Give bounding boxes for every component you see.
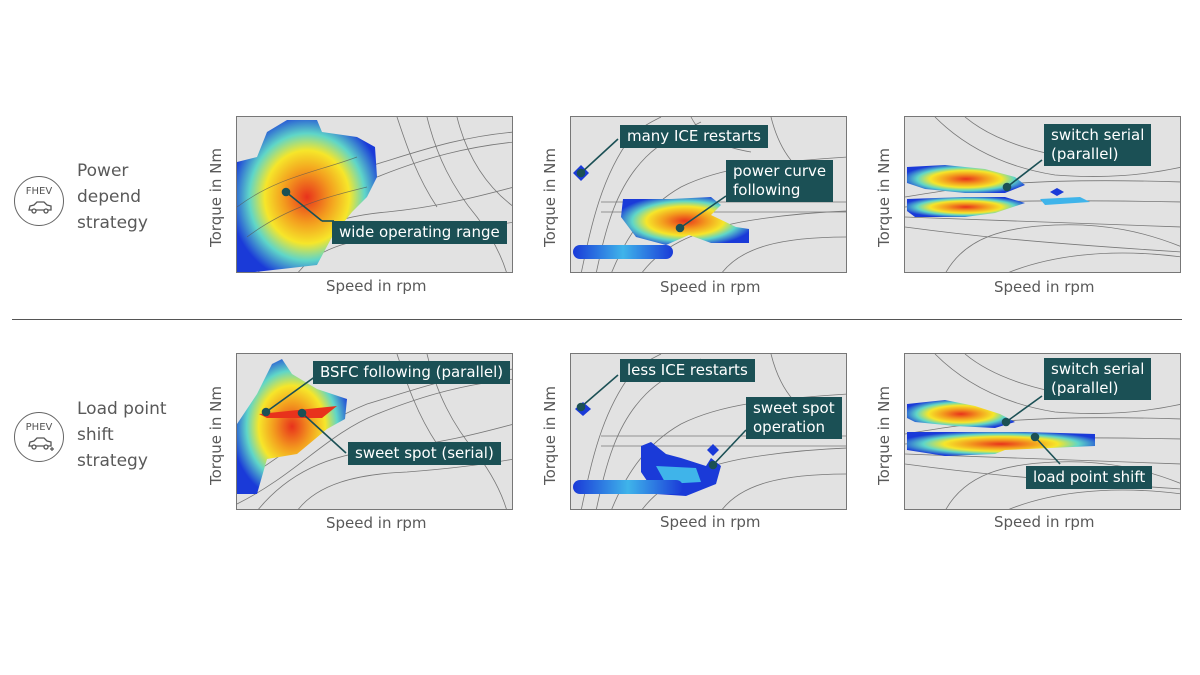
callout-less-ice-restarts: less ICE restarts bbox=[620, 359, 755, 382]
row-label-load-point-shift: Load point shift strategy bbox=[77, 399, 167, 471]
parallel-region bbox=[907, 197, 1025, 217]
phev-car-icon: PHEV bbox=[14, 412, 64, 462]
callout-switch-serial-2: switch serial (parallel) bbox=[1044, 358, 1152, 400]
callout-many-ice-restarts: many ICE restarts bbox=[620, 125, 768, 148]
ylabel-plot-6: Torque in Nm bbox=[875, 386, 893, 485]
operating-region bbox=[237, 120, 377, 272]
row-divider bbox=[12, 319, 1182, 320]
xlabel-plot-3: Speed in rpm bbox=[994, 278, 1095, 296]
xlabel-plot-4: Speed in rpm bbox=[326, 514, 427, 532]
low-band bbox=[573, 245, 673, 259]
fhev-car-icon: FHEV bbox=[14, 176, 64, 226]
ylabel-plot-5: Torque in Nm bbox=[541, 386, 559, 485]
row-label-power-depend: Power depend strategy bbox=[77, 161, 148, 233]
serial-region-2 bbox=[907, 400, 1015, 428]
callout-sweet-spot-operation: sweet spot operation bbox=[746, 397, 842, 439]
callout-load-point-shift: load point shift bbox=[1026, 466, 1153, 489]
shift-region bbox=[907, 432, 1095, 456]
bsfc-region bbox=[237, 359, 347, 494]
xlabel-plot-6: Speed in rpm bbox=[994, 513, 1095, 531]
phev-tag: PHEV bbox=[25, 422, 53, 433]
ylabel-plot-2: Torque in Nm bbox=[541, 148, 559, 247]
ylabel-plot-1: Torque in Nm bbox=[207, 148, 225, 247]
ylabel-plot-4: Torque in Nm bbox=[207, 386, 225, 485]
callout-switch-serial-1: switch serial (parallel) bbox=[1044, 124, 1152, 166]
callout-wide-operating-range: wide operating range bbox=[332, 221, 507, 244]
ylabel-plot-3: Torque in Nm bbox=[875, 148, 893, 247]
callout-bsfc-following: BSFC following (parallel) bbox=[313, 361, 511, 384]
callout-power-curve-following: power curve following bbox=[726, 160, 834, 202]
restart-blob bbox=[573, 165, 589, 181]
xlabel-plot-1: Speed in rpm bbox=[326, 277, 427, 295]
power-curve-region bbox=[621, 197, 749, 245]
xlabel-plot-5: Speed in rpm bbox=[660, 513, 761, 531]
fhev-tag: FHEV bbox=[25, 186, 53, 197]
plot-power-1 bbox=[236, 116, 513, 273]
callout-sweet-spot-serial: sweet spot (serial) bbox=[348, 442, 501, 465]
xlabel-plot-2: Speed in rpm bbox=[660, 278, 761, 296]
serial-region bbox=[907, 165, 1025, 193]
